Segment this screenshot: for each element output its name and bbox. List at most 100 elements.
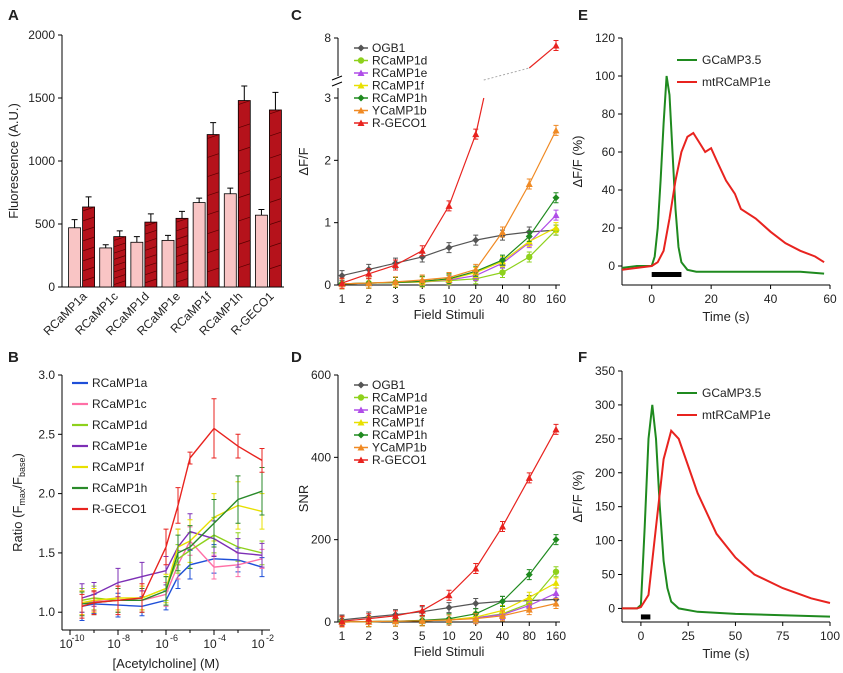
stimulus-bar (651, 272, 682, 277)
series-line-RCaMP1a (81, 558, 263, 608)
error-bar-RCaMP1e (553, 209, 559, 221)
y-axis-label: Fluorescence (A.U.) (6, 103, 21, 219)
panel-letter-b: B (8, 349, 19, 366)
x-tick-exponent: -4 (218, 633, 226, 643)
x-tick-label: 10 (155, 637, 169, 651)
legend-marker-R-GECO1 (357, 456, 365, 463)
bar-hatch (238, 193, 251, 199)
x-tick-label: 10 (59, 637, 73, 651)
error-bar-R-GECO1 (446, 589, 452, 601)
y-tick-label: 1.5 (38, 546, 55, 560)
bar-hatch (175, 269, 189, 275)
series-line-R-GECO1-upper (528, 45, 557, 69)
x-axis-label: Field Stimuli (414, 307, 485, 322)
x-tick-label: 5 (419, 629, 426, 643)
error-bar-R-GECO1 (419, 245, 425, 257)
panel-letters: A B C D E F (8, 7, 588, 366)
error-bar-R-GECO1 (339, 277, 345, 289)
panel-letter-e: E (578, 7, 588, 24)
y-tick-label: 3 (324, 91, 331, 105)
bar-hatch (207, 267, 220, 273)
bar-hatch (269, 131, 282, 137)
error-bar-R-GECO1 (366, 613, 372, 625)
legend-label: RCaMP1d (92, 418, 147, 432)
y-tick-label: 3.0 (38, 368, 55, 382)
x-axis-label: Field Stimuli (414, 644, 485, 659)
bar-hatch (82, 206, 95, 212)
x-tick-label: 40 (764, 292, 778, 306)
panel-d-snr-chart: 0 200 400 600 1 2 3 5 10 20 40 80 160 Field Stimuli SN… (296, 368, 566, 659)
bar-error (196, 197, 203, 203)
bar-hatch (113, 236, 126, 241)
bar-error (179, 210, 185, 219)
legend-label: RCaMP1e (372, 403, 428, 417)
error-bar-R-GECO1 (339, 615, 345, 627)
bar-hatch (144, 254, 157, 259)
x-tick-label: 20 (704, 292, 718, 306)
bar-hatch (144, 270, 157, 276)
legend-marker-YCaMP1b (357, 444, 365, 451)
error-bar-YCaMP1b (393, 276, 398, 288)
y-tick-label: 500 (35, 217, 55, 231)
bar-hatch (144, 238, 157, 243)
stimulus-bar (640, 614, 651, 620)
y-tick-label: 2 (324, 153, 331, 167)
y-axis-label-part: ) (10, 453, 25, 457)
x-tick-label: 20 (469, 292, 483, 306)
error-bar-YCaMP1b (473, 613, 479, 625)
y-axis-label-part: /F (10, 477, 25, 489)
legend-label: OGB1 (372, 41, 406, 55)
x-tick-label: 10 (442, 292, 456, 306)
error-bar-RCaMP1h (500, 595, 505, 607)
bar-hatch (269, 198, 282, 203)
bar-hatch (238, 263, 251, 269)
bar-hatch (238, 240, 251, 245)
bar-hatch (238, 123, 251, 129)
bar-hatch (175, 278, 189, 283)
error-bar-R-GECO1 (553, 40, 559, 52)
legend-label: RCaMP1h (372, 91, 427, 105)
legend-marker-RCaMP1e (357, 69, 365, 76)
legend-marker-OGB1 (357, 44, 365, 52)
bar-hatch (238, 216, 251, 222)
bar-basal (99, 247, 113, 288)
error-bar-RCaMP1e (235, 538, 241, 568)
legend-label: RCaMP1f (372, 416, 425, 430)
error-bar-RCaMP1h (553, 534, 559, 546)
series-line-R-GECO1 (81, 427, 263, 607)
legend-label: RCaMP1h (92, 481, 147, 495)
bar-hatch (113, 261, 126, 267)
y-tick-label: 0 (48, 280, 55, 294)
error-bar-R-GECO1 (393, 610, 398, 622)
series-line-R-GECO1-rise (475, 97, 485, 135)
legend-label: YCaMP1b (372, 441, 427, 455)
error-bar-RCaMP1d (526, 251, 532, 263)
error-bar-R-GECO1 (139, 583, 145, 613)
bar-error (227, 187, 234, 194)
panel-letter-c: C (291, 7, 302, 24)
error-bar-R-GECO1 (211, 398, 217, 459)
error-bar-YCaMP1b (500, 610, 505, 622)
bar-hatch (238, 100, 251, 105)
x-tick-label: 5 (419, 292, 426, 306)
x-tick-label: 2 (365, 629, 372, 643)
bar-hatch (175, 235, 189, 240)
bar-saturated (206, 134, 220, 288)
error-bar-RCaMP1h (163, 576, 169, 606)
bar-hatch (207, 153, 220, 158)
x-tick-label: 20 (469, 629, 483, 643)
series-line-RCaMP1e (81, 530, 263, 599)
y-tick-label: 250 (595, 432, 615, 446)
error-bar-OGB1 (446, 242, 452, 254)
bar-hatch (175, 226, 189, 232)
x-tick-label: 10 (107, 637, 121, 651)
error-bar-YCaMP1b (526, 178, 532, 190)
bar-error (165, 234, 171, 241)
y-tick-label: 300 (595, 398, 615, 412)
bar-hatch (113, 274, 126, 279)
y-axis-label-part: base (17, 458, 27, 478)
error-bar-RCaMP1h (187, 525, 193, 569)
error-bar-R-GECO1 (393, 259, 398, 271)
